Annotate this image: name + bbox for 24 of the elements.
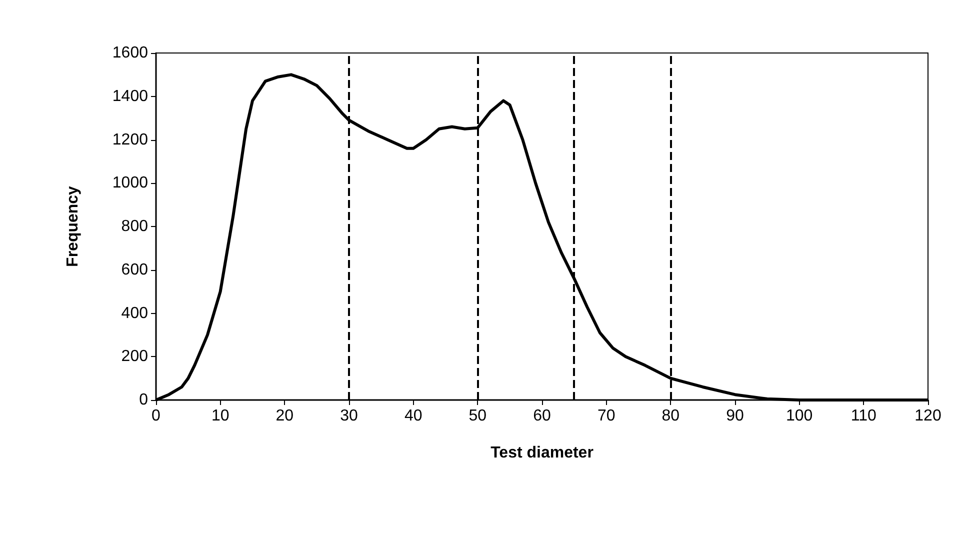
y-tick-label: 600 [121,261,148,278]
x-tick-label: 20 [276,408,294,424]
x-tick-label: 0 [152,408,161,424]
y-tick-label: 400 [121,304,148,322]
x-tick-label: 90 [726,408,744,424]
x-tick-label: 40 [404,408,422,424]
x-tick-label: 10 [211,408,230,424]
x-tick-label: 60 [533,408,551,424]
y-tick-label: 1600 [112,44,148,62]
x-tick-label: 30 [340,408,358,424]
x-tick-label: 70 [597,408,616,424]
y-tick-label: 1000 [112,174,148,192]
x-tick-label: 100 [786,408,813,424]
x-tick-label: 80 [662,408,680,424]
x-tick-label: 120 [914,408,942,424]
y-tick-label: 200 [121,348,148,366]
y-axis-title: Frequency [64,186,82,267]
y-tick-label: 800 [121,218,148,235]
x-axis-title: Test diameter [490,444,594,462]
y-tick-label: 1200 [112,131,148,148]
y-tick-label: 1400 [112,88,148,105]
y-tick-label: 0 [139,392,148,408]
x-tick-label: 110 [850,408,877,424]
x-tick-label: 50 [468,408,487,424]
